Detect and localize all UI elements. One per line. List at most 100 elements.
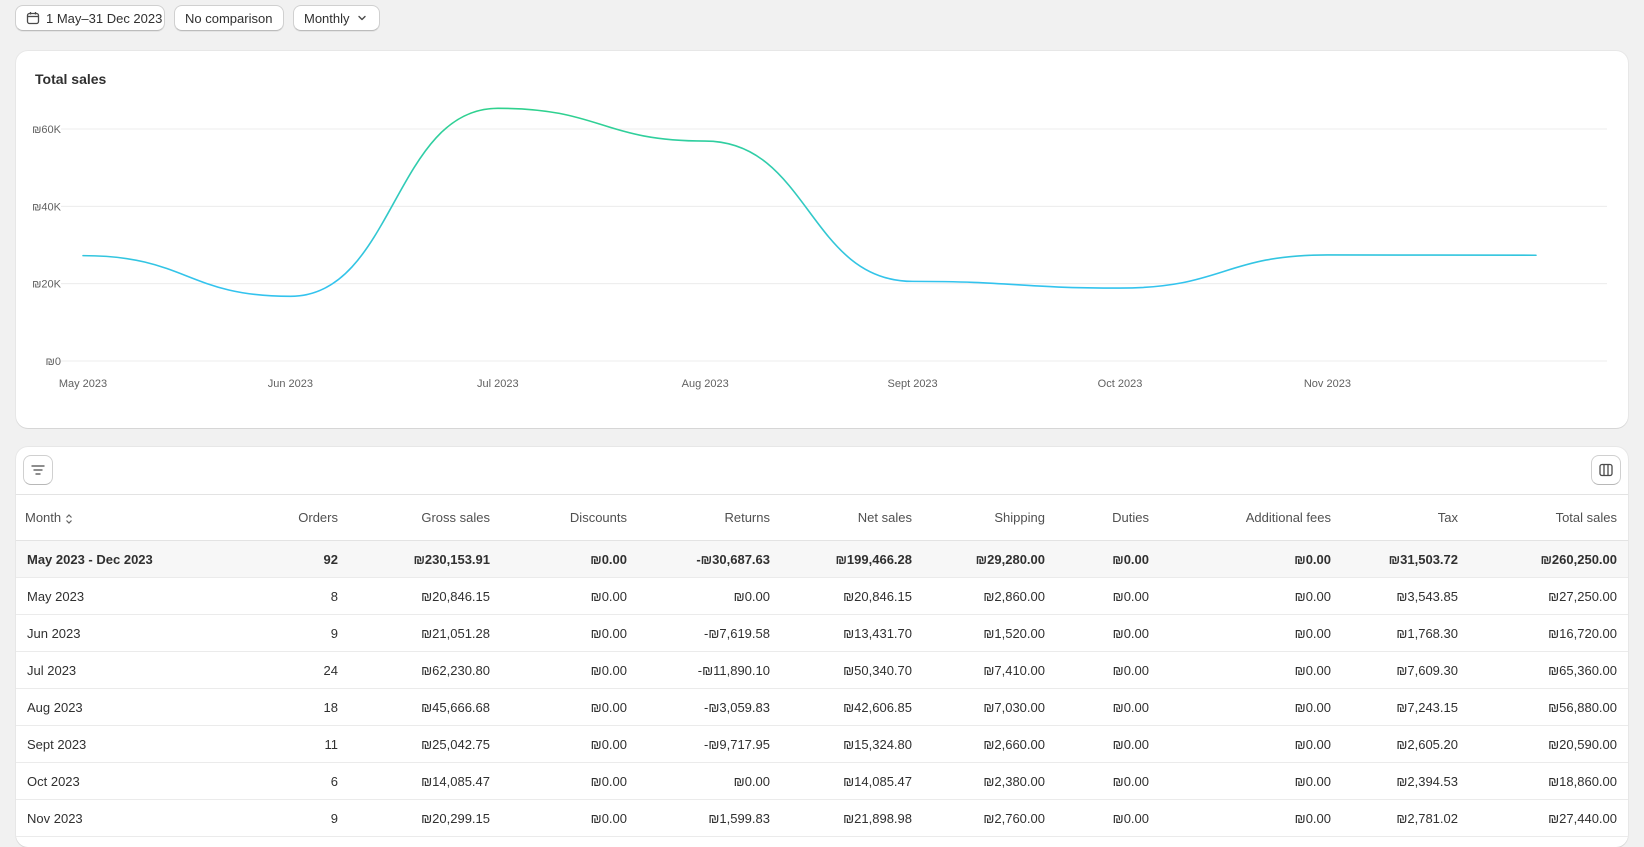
- table-cell: 6: [249, 762, 349, 800]
- table-cell: ₪42,606.85: [781, 688, 923, 726]
- table-cell: ₪27,250.00: [1469, 577, 1628, 615]
- table-cell: ₪199,466.28: [781, 540, 923, 578]
- table-cell: ₪1,768.30: [1342, 614, 1469, 652]
- table-cell: ₪260,250.00: [1469, 540, 1628, 578]
- table-cell: ₪15,324.80: [781, 725, 923, 763]
- column-header-net-sales[interactable]: Net sales: [781, 494, 923, 541]
- total-sales-chart-card: Total sales ₪0 ₪20K ₪40K ₪60K May 2023 Jun 20…: [16, 51, 1628, 428]
- column-header-tax[interactable]: Tax: [1342, 494, 1469, 541]
- table-cell: Jun 2023: [16, 614, 249, 652]
- table-cell: 11: [249, 725, 349, 763]
- table-cell: ₪2,660.00: [923, 725, 1056, 763]
- table-row[interactable]: Jul 2023 24 ₪62,230.80 ₪0.00 -₪11,890.10 ₪50,…: [16, 651, 1628, 689]
- table-cell: ₪0.00: [501, 577, 638, 615]
- data-point[interactable]: [1324, 252, 1330, 258]
- column-header-returns[interactable]: Returns: [638, 494, 781, 541]
- data-point[interactable]: [1533, 252, 1539, 258]
- sales-table-card: Month Orders Gross sales Discounts Retur…: [16, 447, 1628, 847]
- table-row[interactable]: Nov 2023 9 ₪20,299.15 ₪0.00 ₪1,599.83 ₪21,898…: [16, 799, 1628, 837]
- table-cell: ₪1,520.00: [923, 614, 1056, 652]
- table-cell: ₪0.00: [1056, 762, 1160, 800]
- table-cell: ₪7,410.00: [923, 651, 1056, 689]
- comparison-button[interactable]: No comparison: [174, 5, 284, 31]
- table-cell: ₪20,846.15: [781, 577, 923, 615]
- table-cell: ₪0.00: [1056, 799, 1160, 837]
- table-cell: Jul 2023: [16, 651, 249, 689]
- table-cell: ₪2,760.00: [923, 799, 1056, 837]
- table-cell: ₪21,898.98: [781, 799, 923, 837]
- total-sales-line-chart: ₪0 ₪20K ₪40K ₪60K May 2023 Jun 2023 Jul 2023 Au…: [32, 105, 1607, 390]
- total-sales-series-line: [82, 107, 1537, 298]
- table-row[interactable]: May 2023 8 ₪20,846.15 ₪0.00 ₪0.00 ₪20,846.15 ₪…: [16, 577, 1628, 615]
- table-cell: ₪0.00: [1056, 725, 1160, 763]
- x-tick-label: Sept 2023: [888, 378, 938, 390]
- column-header-gross-sales[interactable]: Gross sales: [349, 494, 501, 541]
- table-cell: May 2023: [16, 577, 249, 615]
- columns-button[interactable]: [1591, 455, 1621, 485]
- column-header-discounts[interactable]: Discounts: [501, 494, 638, 541]
- data-point[interactable]: [287, 293, 293, 299]
- table-cell: ₪14,085.47: [349, 762, 501, 800]
- table-row[interactable]: Oct 2023 6 ₪14,085.47 ₪0.00 ₪0.00 ₪14,085.47 ₪…: [16, 762, 1628, 800]
- table-cell: ₪0.00: [501, 540, 638, 578]
- table-cell: ₪31,503.72: [1342, 540, 1469, 578]
- table-cell: May 2023 - Dec 2023: [16, 540, 249, 578]
- column-header-total-sales[interactable]: Total sales: [1469, 494, 1628, 541]
- column-header-additional-fees[interactable]: Additional fees: [1160, 494, 1342, 541]
- comparison-label: No comparison: [185, 10, 273, 26]
- table-cell: ₪0.00: [638, 762, 781, 800]
- columns-icon: [1599, 463, 1613, 477]
- table-total-row: May 2023 - Dec 2023 92 ₪230,153.91 ₪0.00…: [16, 540, 1628, 578]
- table-cell: ₪0.00: [1160, 762, 1342, 800]
- table-cell: 9: [249, 799, 349, 837]
- table-body: May 2023 - Dec 2023 92 ₪230,153.91 ₪0.00…: [16, 540, 1628, 837]
- table-cell: ₪0.00: [1160, 577, 1342, 615]
- table-cell: ₪21,051.28: [349, 614, 501, 652]
- table-row[interactable]: Jun 2023 9 ₪21,051.28 ₪0.00 -₪7,619.58 ₪13,43…: [16, 614, 1628, 652]
- table-cell: ₪0.00: [1056, 688, 1160, 726]
- table-cell: ₪0.00: [1160, 614, 1342, 652]
- table-cell: ₪2,860.00: [923, 577, 1056, 615]
- granularity-label: Monthly: [304, 10, 350, 26]
- table-cell: ₪0.00: [501, 762, 638, 800]
- column-header-shipping[interactable]: Shipping: [923, 494, 1056, 541]
- table-cell: 24: [249, 651, 349, 689]
- table-cell: Nov 2023: [16, 799, 249, 837]
- data-point[interactable]: [1117, 285, 1123, 291]
- column-header-duties[interactable]: Duties: [1056, 494, 1160, 541]
- filter-button[interactable]: [23, 455, 53, 485]
- table-cell: ₪0.00: [1056, 651, 1160, 689]
- x-tick-label: Jun 2023: [268, 378, 313, 390]
- table-cell: Sept 2023: [16, 725, 249, 763]
- column-header-month[interactable]: Month: [16, 494, 249, 541]
- table-cell: ₪45,666.68: [349, 688, 501, 726]
- filter-icon: [31, 465, 45, 475]
- report-toolbar: 1 May–31 Dec 2023 No comparison Monthly: [15, 5, 380, 33]
- x-tick-label: Aug 2023: [682, 378, 729, 390]
- table-cell: ₪2,781.02: [1342, 799, 1469, 837]
- table-cell: ₪0.00: [1160, 688, 1342, 726]
- table-cell: ₪0.00: [1056, 614, 1160, 652]
- granularity-select[interactable]: Monthly: [293, 5, 380, 31]
- table-cell: ₪0.00: [1056, 577, 1160, 615]
- table-cell: -₪11,890.10: [638, 651, 781, 689]
- sort-icon: [66, 513, 73, 524]
- table-cell: ₪2,394.53: [1342, 762, 1469, 800]
- table-cell: ₪13,431.70: [781, 614, 923, 652]
- data-point[interactable]: [495, 105, 501, 111]
- table-cell: ₪2,380.00: [923, 762, 1056, 800]
- table-cell: 9: [249, 614, 349, 652]
- data-point[interactable]: [702, 138, 708, 144]
- data-point[interactable]: [910, 278, 916, 284]
- data-point[interactable]: [80, 253, 86, 259]
- date-range-button[interactable]: 1 May–31 Dec 2023: [15, 5, 165, 31]
- table-cell: ₪7,609.30: [1342, 651, 1469, 689]
- table-cell: ₪0.00: [1160, 799, 1342, 837]
- y-tick-label: ₪60K: [32, 124, 62, 136]
- table-row[interactable]: Sept 2023 11 ₪25,042.75 ₪0.00 -₪9,717.95 ₪15,…: [16, 725, 1628, 763]
- table-header-row: Month Orders Gross sales Discounts Retur…: [16, 494, 1628, 541]
- table-cell: ₪20,590.00: [1469, 725, 1628, 763]
- table-cell: -₪30,687.63: [638, 540, 781, 578]
- table-row[interactable]: Aug 2023 18 ₪45,666.68 ₪0.00 -₪3,059.83 ₪42,6…: [16, 688, 1628, 726]
- column-header-orders[interactable]: Orders: [249, 494, 349, 541]
